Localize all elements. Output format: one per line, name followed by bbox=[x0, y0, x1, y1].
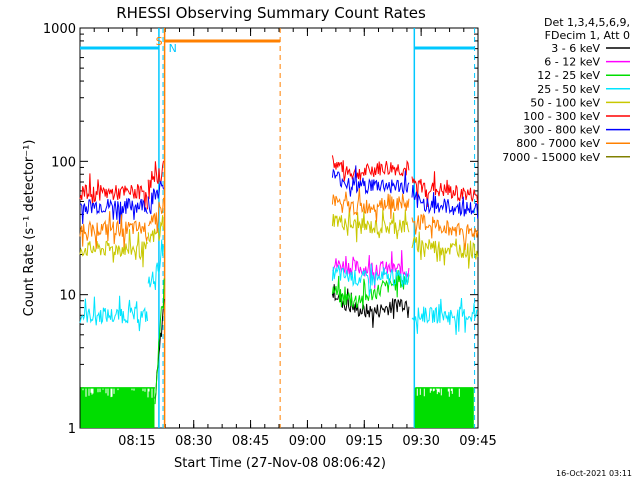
y-tick-label: 100 bbox=[51, 155, 76, 170]
series-trace bbox=[147, 197, 164, 233]
legend-entry-label: 800 - 7000 keV bbox=[516, 137, 600, 150]
x-tick-label: 09:45 bbox=[459, 434, 496, 449]
legend-entry-label: 6 - 12 keV bbox=[544, 56, 600, 69]
x-tick-label: 08:45 bbox=[232, 434, 269, 449]
legend-entry-label: 300 - 800 keV bbox=[523, 124, 600, 137]
series-trace bbox=[147, 215, 164, 244]
series-trace bbox=[411, 297, 478, 335]
legend-entry-label: 7000 - 15000 keV bbox=[502, 151, 600, 164]
series-trace bbox=[154, 278, 165, 405]
series-trace bbox=[411, 213, 479, 251]
x-axis-label: Start Time (27-Nov-08 08:06:42) bbox=[174, 456, 386, 471]
series-trace bbox=[147, 180, 164, 215]
x-tick-label: 09:30 bbox=[402, 434, 439, 449]
x-tick-label: 09:15 bbox=[346, 434, 383, 449]
series-trace bbox=[79, 211, 148, 249]
night-noise bbox=[414, 387, 474, 428]
y-axis-label: Count Rate (s⁻¹ detector⁻¹) bbox=[22, 140, 37, 317]
legend-entry-label: 50 - 100 keV bbox=[530, 96, 600, 109]
legend-entry-label: 25 - 50 keV bbox=[537, 83, 600, 96]
legend-entry-label: 100 - 300 keV bbox=[523, 110, 600, 123]
flag-label-s: S bbox=[156, 35, 163, 48]
plot-area: 1 10 100 1000 08:15 08:30 08:45 09:00 09:15 09:30… bbox=[43, 22, 497, 449]
x-tick-label: 08:30 bbox=[175, 434, 212, 449]
series-trace bbox=[147, 239, 164, 291]
legend-entry-label: 3 - 6 keV bbox=[551, 42, 600, 55]
series-trace bbox=[331, 207, 410, 243]
legend-entry-label: 12 - 25 keV bbox=[537, 69, 600, 82]
y-tick-label: 1 bbox=[68, 422, 76, 437]
series-trace bbox=[411, 231, 479, 269]
footer-timestamp: 16-Oct-2021 03:11 bbox=[556, 469, 632, 478]
series-trace bbox=[331, 165, 410, 197]
plot-frame bbox=[79, 27, 479, 429]
x-tick-label: 08:15 bbox=[118, 434, 155, 449]
series-trace bbox=[331, 284, 410, 328]
x-tick-label: 09:00 bbox=[289, 434, 326, 449]
y-tick-label: 10 bbox=[59, 289, 76, 304]
series-trace bbox=[411, 184, 479, 219]
flag-label-n: N bbox=[169, 42, 177, 55]
legend-header-line: Det 1,3,4,5,6,9, bbox=[544, 16, 630, 29]
chart-title: RHESSI Observing Summary Count Rates bbox=[116, 4, 426, 22]
series-trace bbox=[411, 171, 479, 208]
series-trace bbox=[79, 173, 148, 210]
legend-header: Det 1,3,4,5,6,9,FDecim 1, Att 0 bbox=[544, 16, 630, 42]
series-trace bbox=[79, 197, 148, 225]
series-trace bbox=[79, 229, 148, 268]
series-trace bbox=[331, 155, 410, 182]
y-tick-label: 1000 bbox=[43, 22, 76, 37]
legend-header-line: FDecim 1, Att 0 bbox=[545, 29, 630, 42]
series-trace bbox=[331, 188, 410, 223]
series-trace bbox=[331, 263, 410, 296]
series-trace bbox=[79, 295, 148, 332]
night-noise bbox=[80, 387, 155, 428]
